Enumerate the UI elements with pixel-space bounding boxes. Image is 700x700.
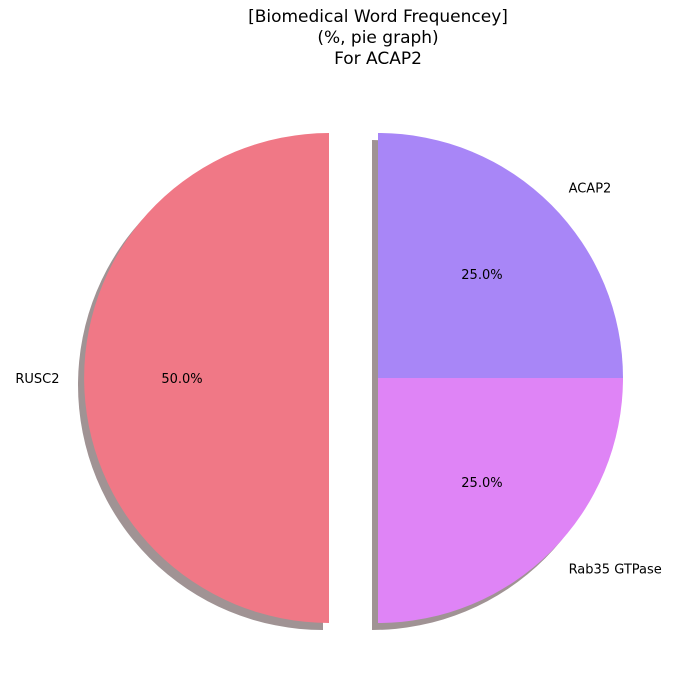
slice-label-rusc2: RUSC2: [15, 372, 59, 387]
slice-pct-rab35-gtpase: 25.0%: [461, 476, 502, 491]
slice-rusc2: [84, 133, 329, 623]
chart-title-line-2: (%, pie graph): [317, 28, 438, 48]
slice-acap2: [378, 133, 623, 378]
chart-title-line-3: For ACAP2: [334, 49, 422, 69]
slice-label-acap2: ACAP2: [569, 181, 612, 196]
chart-title-line-1: [Biomedical Word Frequencey]: [248, 7, 508, 27]
slice-pct-rusc2: 50.0%: [161, 372, 202, 387]
slice-pct-acap2: 25.0%: [461, 268, 502, 283]
slice-label-rab35-gtpase: Rab35 GTPase: [569, 563, 662, 578]
slice-rab35-gtpase: [378, 378, 623, 623]
chart-title: [Biomedical Word Frequencey] (%, pie gra…: [248, 7, 508, 69]
